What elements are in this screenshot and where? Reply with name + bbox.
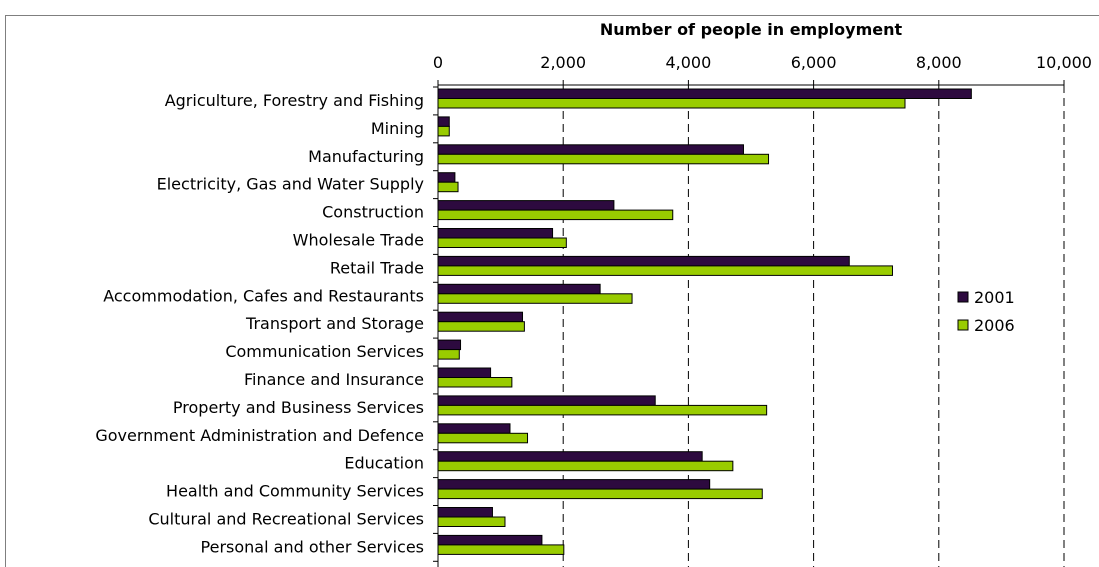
bar-2001 xyxy=(437,395,656,406)
bar-2001 xyxy=(437,255,850,267)
category-label: Property and Business Services xyxy=(173,398,424,417)
x-tick-label: 8,000 xyxy=(916,53,962,72)
category-label: Construction xyxy=(322,203,424,222)
bars xyxy=(437,88,972,555)
bar-2006 xyxy=(437,237,567,248)
x-tick-label: 0 xyxy=(433,53,443,72)
category-label: Health and Community Services xyxy=(166,482,424,501)
bar-2001 xyxy=(437,283,601,295)
bar-2001 xyxy=(437,88,972,99)
category-label: Retail Trade xyxy=(330,258,424,277)
x-tick-label: 4,000 xyxy=(665,53,711,72)
bar-2001 xyxy=(437,144,744,155)
bar-2006 xyxy=(437,209,674,221)
x-axis-title: Number of people in employment xyxy=(600,20,903,39)
bar-2001 xyxy=(437,311,524,323)
category-label: Manufacturing xyxy=(308,147,424,166)
x-tick-label: 2,000 xyxy=(540,53,586,72)
legend-swatch-2006 xyxy=(957,319,969,331)
category-label: Education xyxy=(344,454,424,473)
bar-2006 xyxy=(437,377,513,388)
bar-2006 xyxy=(437,265,893,276)
x-tick-label: 6,000 xyxy=(791,53,837,72)
category-label: Transport and Storage xyxy=(245,314,424,333)
bar-2006 xyxy=(437,432,529,444)
legend-label-2001: 2001 xyxy=(974,288,1015,307)
category-label: Mining xyxy=(371,119,424,138)
bar-2006 xyxy=(437,125,450,137)
x-tick-label: 10,000 xyxy=(1036,53,1092,72)
category-label: Cultural and Recreational Services xyxy=(148,510,424,529)
category-labels: Agriculture, Forestry and Fishing Mining M… xyxy=(95,91,424,556)
bar-2001 xyxy=(437,116,450,127)
bar-2006 xyxy=(437,516,506,527)
category-label: Electricity, Gas and Water Supply xyxy=(157,175,424,194)
bar-2006 xyxy=(437,321,525,332)
bar-2006 xyxy=(437,544,565,555)
bar-2001 xyxy=(437,534,543,546)
legend-label-2006: 2006 xyxy=(974,316,1015,335)
bar-2001 xyxy=(437,507,493,518)
bar-2001 xyxy=(437,423,511,434)
category-label: Accommodation, Cafes and Restaurants xyxy=(103,286,424,305)
bar-2006 xyxy=(437,349,460,360)
category-label: Wholesale Trade xyxy=(293,231,424,250)
bar-2006 xyxy=(437,488,763,500)
bar-2006 xyxy=(437,98,906,109)
category-label: Government Administration and Defence xyxy=(95,426,424,445)
chart-frame xyxy=(5,15,1099,567)
grid-layer xyxy=(562,85,1065,567)
bar-2001 xyxy=(437,228,554,239)
legend: 2001 2006 xyxy=(957,288,1015,335)
category-label: Personal and other Services xyxy=(201,537,424,556)
category-label: Finance and Insurance xyxy=(244,370,424,389)
bar-2006 xyxy=(437,293,633,304)
bar-2001 xyxy=(437,339,462,351)
bar-2006 xyxy=(437,460,734,472)
bar-2006 xyxy=(437,153,770,165)
bar-2006 xyxy=(437,404,768,416)
bar-2001 xyxy=(437,479,711,490)
category-label: Agriculture, Forestry and Fishing xyxy=(165,91,424,110)
bar-2001 xyxy=(437,367,492,378)
legend-swatch-2001 xyxy=(957,291,969,303)
category-label: Communication Services xyxy=(225,342,424,361)
bar-2006 xyxy=(437,181,459,193)
bar-2001 xyxy=(437,172,456,183)
x-tick-labels: 0 2,000 4,000 6,000 8,000 10,000 xyxy=(433,53,1092,72)
bar-2001 xyxy=(437,200,615,211)
bar-2001 xyxy=(437,451,703,462)
axes xyxy=(433,80,1065,567)
